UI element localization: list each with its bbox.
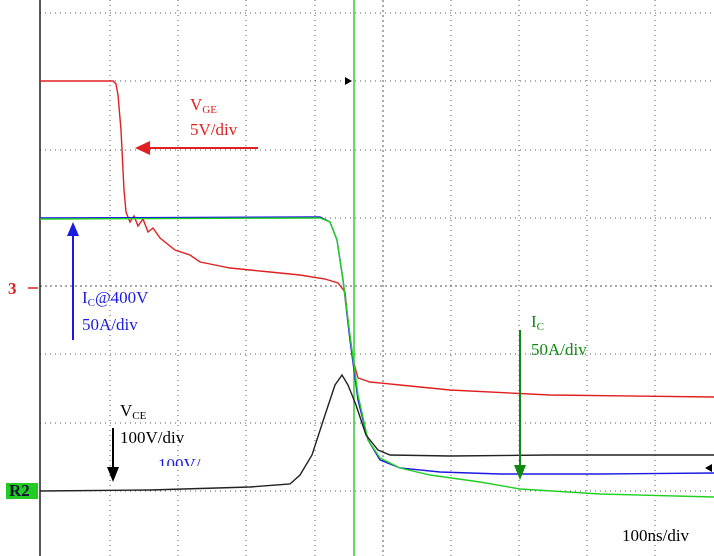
grid — [39, 0, 714, 556]
channel-marker: 3 — [8, 279, 17, 298]
vce-label: VCE — [120, 401, 147, 422]
ic400-scale: 50A/div — [82, 315, 138, 334]
vce-scale: 100V/div — [120, 428, 185, 447]
ic-scale: 50A/div — [531, 340, 587, 359]
vge-trace — [40, 80, 714, 398]
ic400-label: IC@400V — [82, 288, 149, 309]
ground-box — [6, 483, 38, 499]
timebase: 100ns/div — [622, 526, 690, 545]
ground-marker: R2 — [9, 481, 30, 500]
ic-trace — [39, 217, 714, 498]
vce-overlap-text: 100V/ — [158, 455, 201, 474]
ic-label: IC — [531, 312, 544, 333]
vce-trace — [39, 373, 714, 492]
vge-label: VGE — [190, 95, 217, 116]
vge-scale: 5V/div — [190, 120, 238, 139]
arrows — [28, 77, 712, 482]
